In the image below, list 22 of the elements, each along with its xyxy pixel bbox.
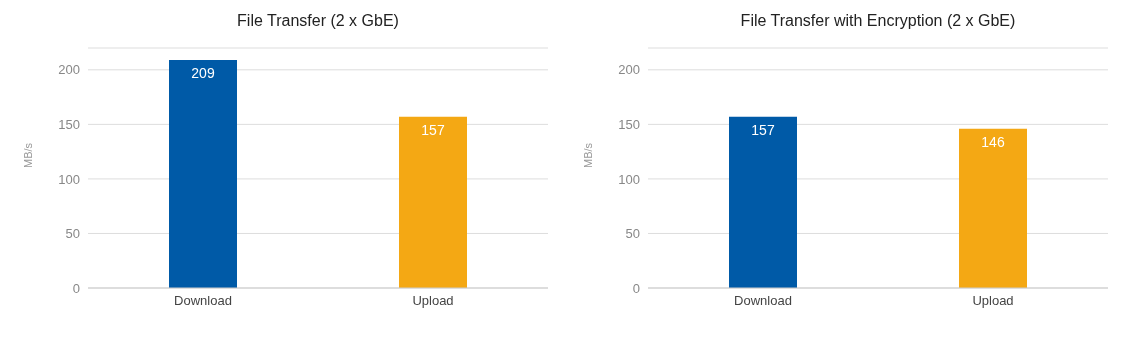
data-label: 146	[981, 133, 1005, 150]
x-tick-label: Upload	[972, 293, 1014, 309]
y-tick-label: 0	[72, 280, 80, 296]
y-tick-label: 100	[58, 171, 80, 187]
chart-title: File Transfer (2 x GbE)	[236, 12, 399, 30]
x-tick-label: Download	[174, 293, 232, 309]
y-tick-label: 50	[65, 226, 80, 242]
x-tick-label: Upload	[412, 293, 454, 309]
y-tick-label: 150	[618, 116, 640, 132]
y-axis-title: MB/s	[21, 142, 34, 168]
x-tick-label: Download	[734, 293, 792, 309]
data-label: 157	[421, 121, 445, 138]
data-label: 209	[191, 64, 215, 81]
chart-title: File Transfer with Encryption (2 x GbE)	[739, 12, 1016, 30]
y-tick-label: 200	[58, 62, 80, 78]
data-label: 157	[751, 121, 775, 138]
y-tick-label: 150	[58, 116, 80, 132]
y-tick-label: 50	[625, 226, 640, 242]
y-tick-label: 200	[618, 62, 640, 78]
y-tick-label: 0	[632, 280, 640, 296]
y-tick-label: 100	[618, 171, 640, 187]
y-axis-title: MB/s	[581, 142, 594, 168]
